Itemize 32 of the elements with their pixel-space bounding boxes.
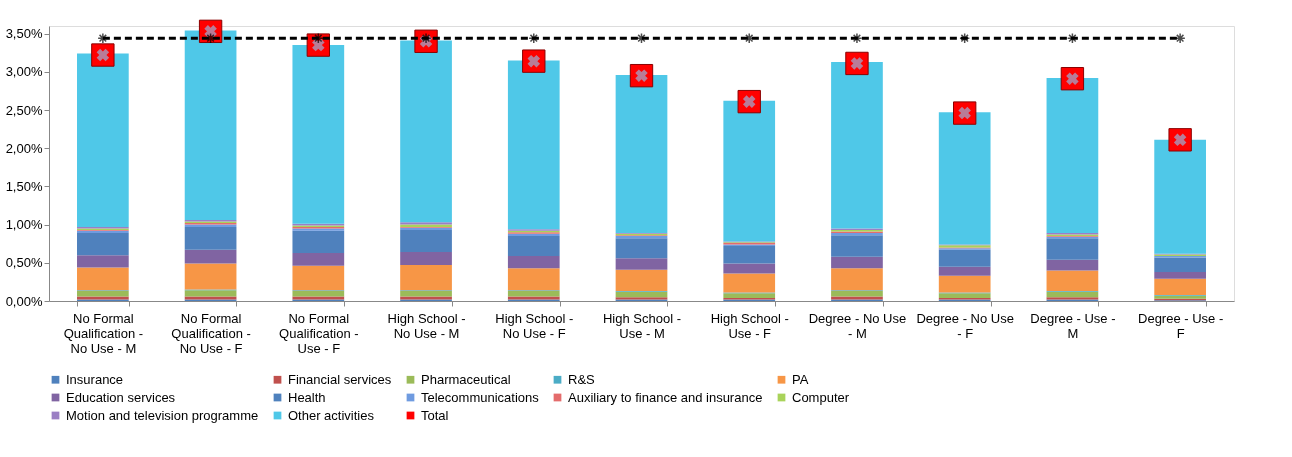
y-tick-label: 0,50%	[5, 255, 43, 271]
x-tick-label: No Formal Qualification - No Use - F	[171, 310, 251, 356]
x-tick-label: Degree - Use - F	[1138, 310, 1224, 341]
x-tick-label: Degree - No Use - F	[916, 310, 1014, 341]
y-tick-label: 1,00%	[5, 217, 43, 233]
x-tick-label: High School - Use - F	[710, 310, 789, 341]
legend-label: R&S	[568, 371, 596, 387]
legend-label: Education services	[66, 389, 176, 405]
legend-label: Motion and television programme	[66, 407, 259, 423]
legend-label: Other activities	[288, 407, 375, 423]
legend-label: Health	[288, 389, 326, 405]
legend-label: Total	[421, 407, 449, 423]
y-tick-label: 3,50%	[5, 26, 43, 42]
y-tick-label: 2,50%	[5, 102, 43, 118]
x-tick-label: High School - No Use - F	[495, 310, 574, 341]
x-tick-label: Degree - No Use - M	[808, 310, 907, 341]
y-tick-label: 2,00%	[5, 140, 43, 156]
y-tick-label: 1,50%	[5, 178, 43, 194]
y-tick-label: 3,00%	[5, 64, 43, 80]
legend-label: Financial services	[288, 371, 392, 387]
legend-label: Computer	[792, 389, 850, 405]
x-tick-label: High School - Use - M	[602, 310, 682, 341]
legend-label: Auxiliary to finance and insurance	[568, 389, 763, 405]
legend-label: PA	[792, 371, 809, 387]
x-tick-label: High School - No Use - M	[387, 310, 466, 341]
legend-label: Insurance	[66, 371, 124, 387]
y-tick-label: 0,00%	[5, 293, 43, 309]
x-tick-label: No Formal Qualification - No Use - M	[63, 310, 144, 356]
legend-label: Pharmaceutical	[421, 371, 511, 387]
x-tick-label: Degree - Use - M	[1030, 310, 1116, 341]
legend-label: Telecommunications	[421, 389, 540, 405]
x-tick-label: No Formal Qualification - Use - F	[279, 310, 359, 356]
